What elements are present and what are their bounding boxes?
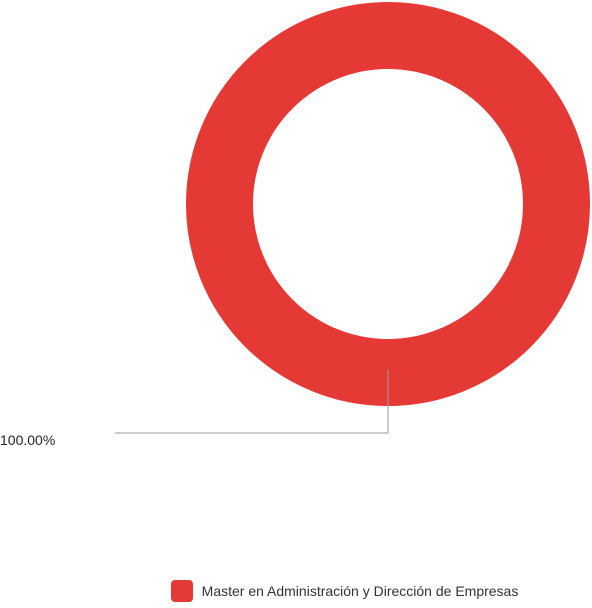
legend: Master en Administración y Dirección de … (0, 580, 592, 602)
donut-slice[interactable] (186, 2, 590, 406)
data-labels: 100.00% (0, 432, 55, 448)
leader-line (115, 370, 389, 434)
data-label: 100.00% (0, 432, 55, 448)
legend-label: Master en Administración y Dirección de … (201, 583, 519, 599)
donut-slices (186, 2, 590, 406)
legend-item[interactable]: Master en Administración y Dirección de … (74, 580, 519, 602)
leader-lines (115, 370, 389, 434)
legend-swatch (170, 580, 193, 602)
